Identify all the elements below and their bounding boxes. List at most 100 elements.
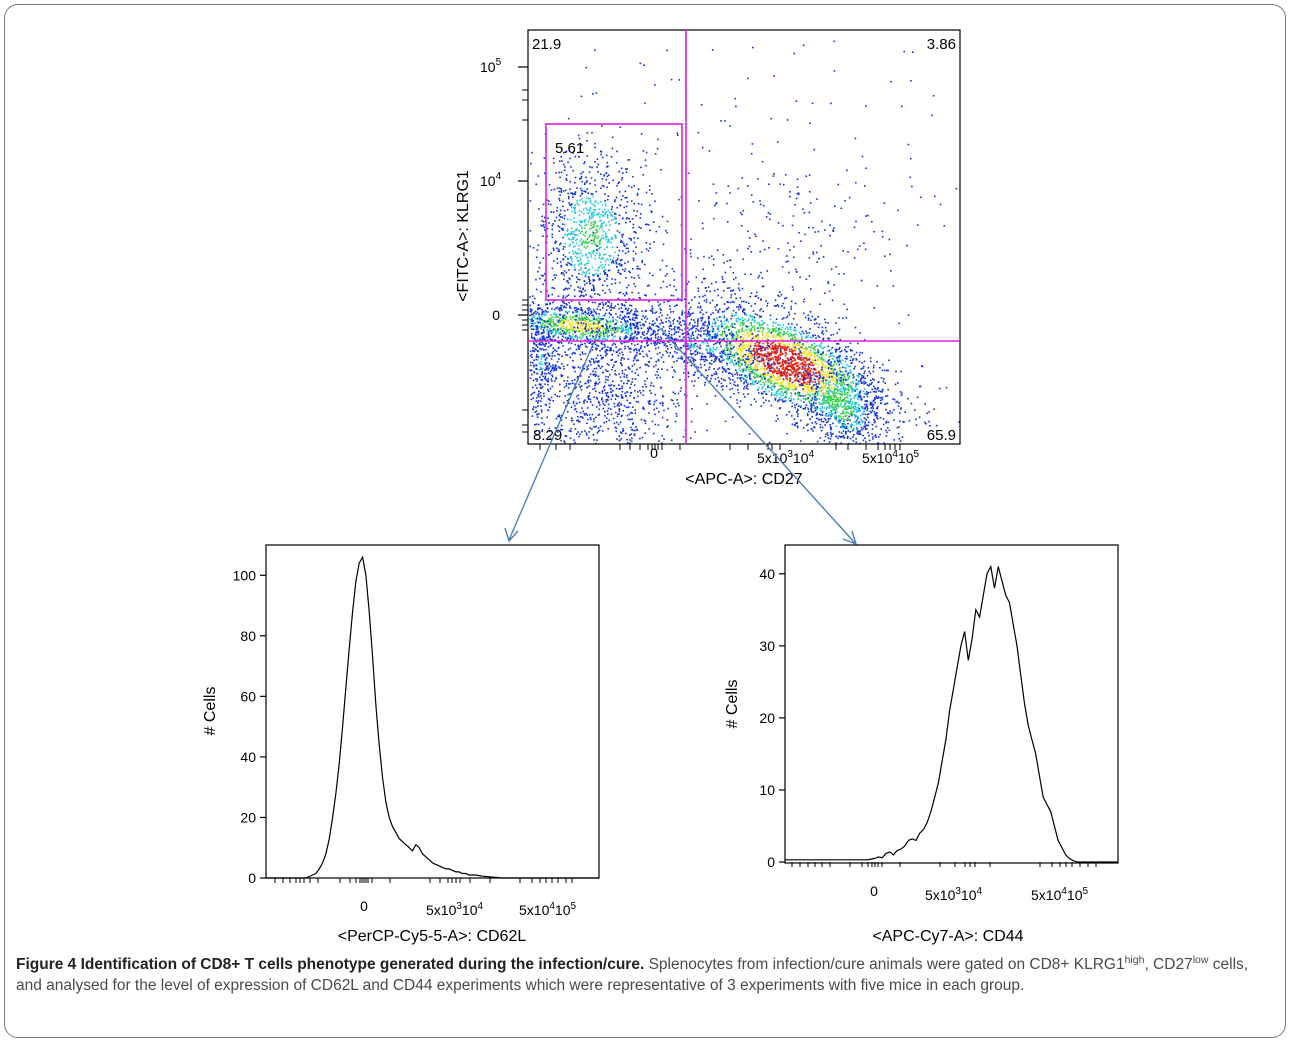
scatter-dot bbox=[824, 379, 827, 381]
scatter-dot bbox=[855, 407, 857, 409]
scatter-dot bbox=[789, 328, 792, 331]
scatter-dot bbox=[875, 412, 878, 414]
scatter-dot bbox=[760, 368, 762, 370]
scatter-dot bbox=[626, 216, 629, 219]
scatter-dot bbox=[605, 172, 608, 175]
scatter-dot bbox=[746, 338, 749, 341]
scatter-dot bbox=[620, 326, 623, 329]
scatter-dot bbox=[656, 333, 659, 335]
scatter-dot bbox=[563, 163, 565, 166]
scatter-dot bbox=[829, 395, 832, 398]
scatter-dot bbox=[768, 390, 770, 393]
scatter-dot bbox=[794, 406, 796, 409]
scatter-dot bbox=[614, 199, 616, 201]
scatter-dot bbox=[616, 266, 618, 268]
scatter-dot bbox=[559, 324, 562, 326]
scatter-dot bbox=[571, 260, 574, 263]
scatter-dot bbox=[737, 359, 740, 361]
scatter-dot bbox=[562, 324, 564, 327]
scatter-dot bbox=[583, 221, 586, 223]
scatter-dot bbox=[597, 274, 599, 277]
scatter-dot bbox=[844, 412, 847, 415]
scatter-dot bbox=[593, 235, 596, 237]
scatter-dot bbox=[807, 408, 810, 410]
scatter-dot bbox=[807, 365, 810, 368]
scatter-dot bbox=[742, 347, 745, 350]
scatter-dot bbox=[853, 394, 856, 397]
scatter-dot bbox=[777, 342, 780, 344]
scatter-dot bbox=[859, 378, 862, 381]
scatter-dot bbox=[796, 411, 798, 413]
scatter-dot bbox=[659, 268, 662, 271]
scatter-dot bbox=[782, 337, 784, 339]
scatter-dot bbox=[720, 296, 723, 299]
scatter-dot bbox=[645, 248, 648, 250]
scatter-dot bbox=[739, 362, 741, 364]
scatter-dot bbox=[709, 353, 712, 356]
scatter-dot bbox=[552, 278, 554, 281]
scatter-dot bbox=[861, 381, 864, 384]
scatter-dot bbox=[584, 283, 586, 286]
scatter-dot bbox=[832, 369, 834, 372]
scatter-dot bbox=[805, 404, 808, 406]
scatter-dot bbox=[566, 330, 568, 332]
scatter-dot bbox=[694, 354, 697, 356]
scatter-dot bbox=[755, 295, 758, 297]
scatter-dot bbox=[578, 137, 581, 140]
scatter-dot bbox=[551, 286, 554, 289]
scatter-dot bbox=[817, 386, 819, 388]
scatter-dot bbox=[732, 375, 734, 377]
scatter-dot bbox=[732, 347, 734, 349]
scatter-dot bbox=[747, 334, 750, 337]
scatter-dot bbox=[562, 258, 565, 261]
scatter-dot bbox=[600, 225, 602, 228]
scatter-dot bbox=[805, 335, 808, 338]
scatter-dot bbox=[579, 178, 581, 180]
scatter-dot bbox=[579, 258, 582, 261]
scatter-dot bbox=[749, 330, 752, 333]
scatter-dot bbox=[784, 347, 787, 349]
scatter-dot bbox=[579, 290, 582, 293]
scatter-dot bbox=[585, 314, 587, 316]
scatter-dot bbox=[607, 300, 609, 303]
scatter-dot bbox=[589, 201, 592, 204]
scatter-dot bbox=[828, 356, 830, 358]
scatter-dot bbox=[812, 430, 814, 432]
scatter-dot bbox=[802, 366, 804, 369]
scatter-dot bbox=[557, 248, 560, 251]
scatter-dot bbox=[825, 374, 828, 376]
scatter-dot bbox=[603, 248, 606, 251]
scatter-dot bbox=[585, 230, 587, 233]
scatter-dot bbox=[544, 272, 546, 275]
scatter-dot bbox=[606, 338, 608, 341]
scatter-dot bbox=[572, 246, 575, 248]
scatter-dot bbox=[723, 358, 725, 361]
scatter-dot bbox=[783, 397, 785, 399]
scatter-dot bbox=[791, 415, 793, 417]
scatter-dot bbox=[617, 328, 619, 330]
scatter-dot bbox=[718, 330, 720, 332]
scatter-dot bbox=[594, 232, 597, 234]
scatter-dot bbox=[581, 198, 583, 200]
scatter-dot bbox=[794, 359, 796, 362]
scatter-dot bbox=[834, 380, 837, 383]
scatter-dot bbox=[791, 300, 793, 303]
scatter-dot bbox=[628, 298, 630, 300]
scatter-dot bbox=[634, 231, 636, 233]
scatter-dot bbox=[775, 378, 777, 380]
scatter-dot bbox=[677, 348, 679, 351]
scatter-dot bbox=[742, 333, 744, 335]
scatter-dot bbox=[822, 392, 825, 395]
scatter-dot bbox=[564, 255, 567, 258]
scatter-dot bbox=[784, 354, 787, 357]
scatter-dot bbox=[594, 209, 597, 211]
scatter-dot bbox=[851, 391, 853, 393]
scatter-dot bbox=[834, 348, 837, 351]
scatter-dot bbox=[819, 303, 821, 305]
scatter-dot bbox=[770, 382, 773, 385]
scatter-dot bbox=[845, 346, 847, 348]
scatter-dot bbox=[574, 251, 576, 253]
scatter-dot bbox=[801, 368, 803, 370]
scatter-dot bbox=[776, 333, 779, 336]
scatter-dot bbox=[633, 332, 636, 334]
